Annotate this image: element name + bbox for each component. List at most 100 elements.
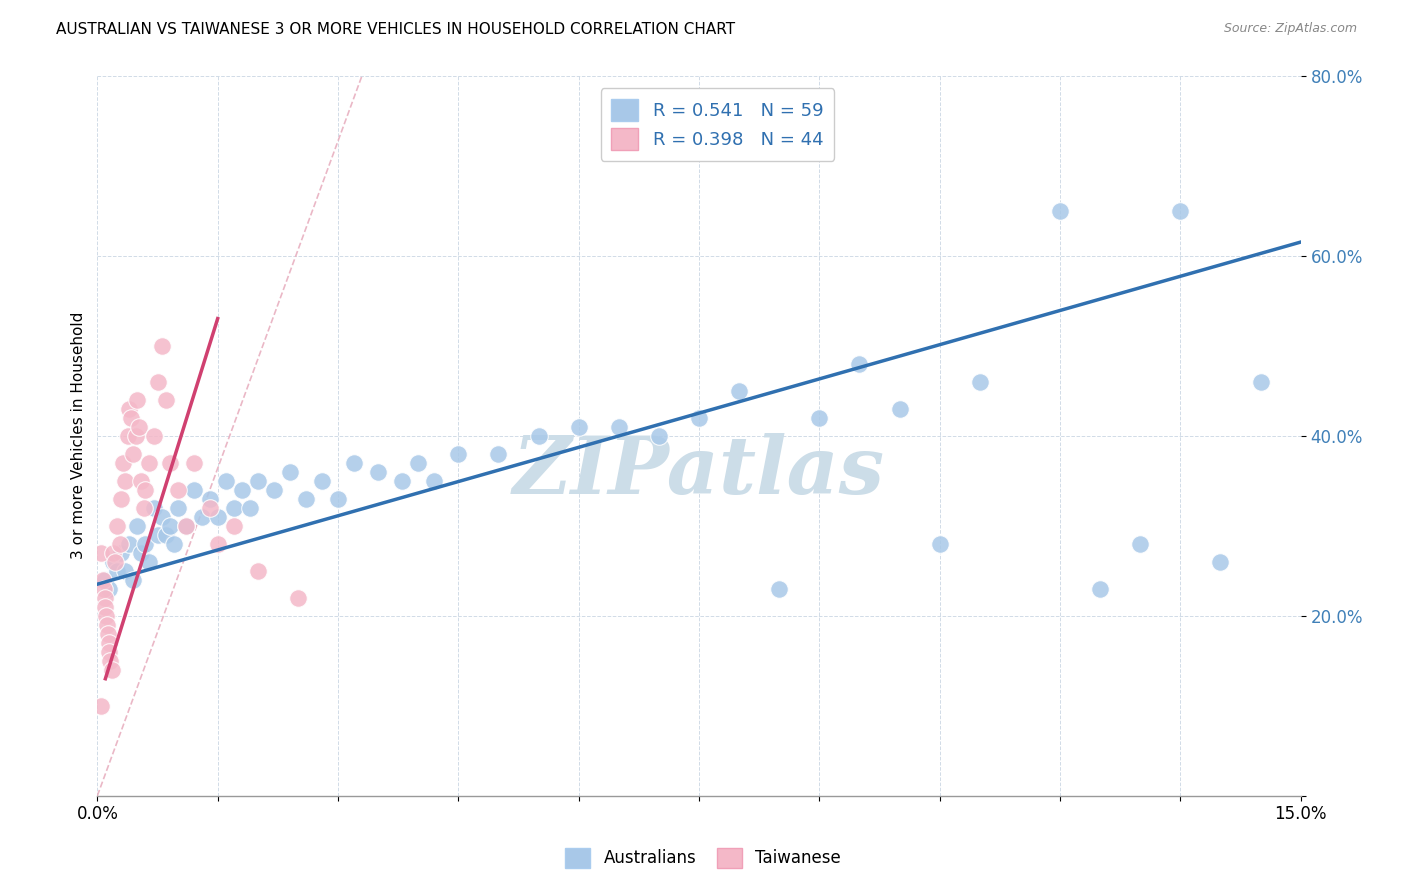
- Point: [97, 636, 120, 650]
- Legend: Australians, Taiwanese: Australians, Taiwanese: [558, 841, 848, 875]
- Point: [207, 509, 229, 524]
- Point: [1129, 537, 1152, 551]
- Point: [150, 338, 173, 352]
- Point: [174, 518, 197, 533]
- Point: [97, 626, 120, 640]
- Point: [103, 546, 125, 560]
- Point: [98, 582, 121, 596]
- Point: [127, 392, 149, 407]
- Point: [127, 518, 149, 533]
- Point: [969, 375, 991, 389]
- Point: [848, 357, 870, 371]
- Point: [98, 654, 121, 668]
- Point: [246, 564, 269, 578]
- Point: [155, 527, 177, 541]
- Point: [808, 410, 831, 425]
- Point: [155, 392, 177, 407]
- Point: [90, 698, 112, 713]
- Point: [166, 500, 188, 515]
- Point: [117, 428, 139, 442]
- Point: [107, 518, 129, 533]
- Point: [239, 500, 262, 515]
- Point: [889, 401, 911, 416]
- Point: [287, 591, 309, 605]
- Point: [103, 555, 125, 569]
- Point: [134, 537, 156, 551]
- Point: [222, 500, 245, 515]
- Legend: R = 0.541   N = 59, R = 0.398   N = 44: R = 0.541 N = 59, R = 0.398 N = 44: [600, 88, 834, 161]
- Point: [928, 537, 950, 551]
- Point: [231, 483, 253, 497]
- Point: [1168, 203, 1191, 218]
- Point: [648, 428, 671, 442]
- Point: [768, 582, 790, 596]
- Point: [728, 384, 751, 398]
- Point: [174, 518, 197, 533]
- Point: [146, 375, 169, 389]
- Point: [138, 555, 160, 569]
- Point: [114, 564, 136, 578]
- Point: [447, 447, 470, 461]
- Point: [94, 599, 117, 614]
- Point: [263, 483, 285, 497]
- Point: [222, 518, 245, 533]
- Point: [391, 474, 413, 488]
- Point: [111, 456, 134, 470]
- Point: [198, 500, 221, 515]
- Point: [146, 527, 169, 541]
- Point: [96, 608, 118, 623]
- Point: [198, 491, 221, 506]
- Point: [128, 419, 150, 434]
- Point: [142, 428, 165, 442]
- Point: [131, 546, 153, 560]
- Point: [159, 518, 181, 533]
- Point: [190, 509, 212, 524]
- Point: [110, 546, 132, 560]
- Point: [406, 456, 429, 470]
- Point: [150, 509, 173, 524]
- Point: [607, 419, 630, 434]
- Point: [1049, 203, 1071, 218]
- Point: [125, 428, 148, 442]
- Point: [104, 555, 127, 569]
- Point: [183, 483, 205, 497]
- Point: [142, 500, 165, 515]
- Point: [215, 474, 238, 488]
- Text: ZIPatlas: ZIPatlas: [513, 433, 884, 510]
- Point: [90, 546, 112, 560]
- Point: [122, 447, 145, 461]
- Point: [343, 456, 366, 470]
- Point: [488, 447, 510, 461]
- Point: [1209, 555, 1232, 569]
- Point: [166, 483, 188, 497]
- Point: [122, 573, 145, 587]
- Point: [278, 465, 301, 479]
- Point: [326, 491, 349, 506]
- Point: [98, 645, 121, 659]
- Point: [423, 474, 446, 488]
- Point: [93, 591, 115, 605]
- Point: [1250, 375, 1272, 389]
- Point: [114, 474, 136, 488]
- Point: [134, 483, 156, 497]
- Point: [183, 456, 205, 470]
- Point: [138, 456, 160, 470]
- Point: [93, 582, 115, 596]
- Point: [94, 573, 117, 587]
- Point: [246, 474, 269, 488]
- Point: [118, 537, 141, 551]
- Point: [120, 410, 142, 425]
- Point: [311, 474, 333, 488]
- Point: [159, 456, 181, 470]
- Point: [367, 465, 389, 479]
- Y-axis label: 3 or more Vehicles in Household: 3 or more Vehicles in Household: [72, 312, 86, 559]
- Point: [108, 537, 131, 551]
- Point: [568, 419, 591, 434]
- Text: AUSTRALIAN VS TAIWANESE 3 OR MORE VEHICLES IN HOUSEHOLD CORRELATION CHART: AUSTRALIAN VS TAIWANESE 3 OR MORE VEHICL…: [56, 22, 735, 37]
- Point: [107, 564, 129, 578]
- Point: [96, 617, 118, 632]
- Text: Source: ZipAtlas.com: Source: ZipAtlas.com: [1223, 22, 1357, 36]
- Point: [295, 491, 318, 506]
- Point: [131, 474, 153, 488]
- Point: [207, 537, 229, 551]
